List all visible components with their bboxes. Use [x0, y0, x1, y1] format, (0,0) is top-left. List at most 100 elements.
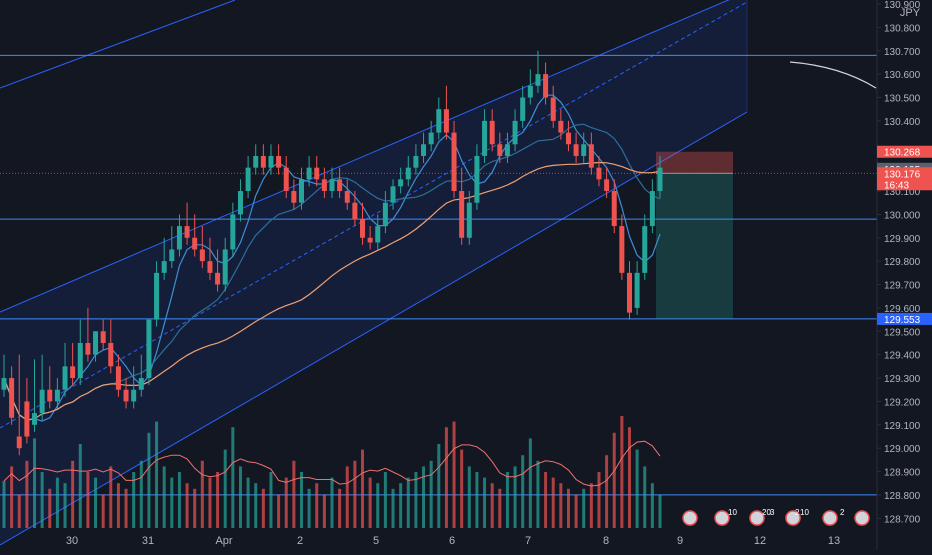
volume-bar	[200, 460, 204, 528]
candle-body	[451, 132, 457, 192]
candle-body	[657, 167, 663, 192]
candle-body	[283, 167, 289, 192]
candle-body	[16, 436, 22, 449]
volume-bar	[589, 483, 593, 528]
candle-body	[138, 378, 144, 390]
candle-body	[207, 261, 213, 273]
candle-body	[276, 155, 282, 168]
channel-lower-line[interactable]	[0, 111, 748, 546]
event-icon[interactable]	[785, 510, 801, 526]
volume-bar	[109, 466, 113, 528]
volume-ma	[3, 440, 661, 487]
volume-bar	[208, 477, 212, 528]
volume-bar	[498, 488, 502, 528]
volume-bar	[330, 477, 334, 528]
price-label: 128.900	[884, 468, 921, 479]
event-badge-count: 3	[770, 508, 775, 517]
price-label: 128.800	[884, 491, 921, 502]
price-label: 130.600	[884, 70, 921, 81]
candle-body	[459, 191, 465, 238]
candle-body	[642, 226, 648, 273]
volume-bar	[429, 460, 433, 528]
channel-upper-line[interactable]	[0, 0, 747, 313]
volume-bar	[177, 472, 181, 528]
short-position-tool[interactable]	[656, 151, 733, 319]
channel-fill	[0, 0, 747, 545]
event-icon[interactable]	[682, 510, 698, 526]
candle-body	[497, 144, 503, 156]
volume-bar	[391, 488, 395, 528]
volume-bar	[467, 466, 471, 528]
take-profit-zone[interactable]	[656, 173, 733, 319]
volume-bar	[414, 472, 418, 528]
time-label: 2	[297, 535, 303, 547]
volume-bar	[605, 455, 609, 528]
time-label: 13	[828, 535, 840, 547]
volume-bar	[376, 483, 380, 528]
volume-bar	[33, 438, 37, 528]
volume-bar	[559, 483, 563, 528]
candle-body	[604, 179, 610, 192]
event-icon[interactable]	[714, 510, 730, 526]
volume-bar	[238, 466, 242, 528]
trend-line[interactable]	[0, 0, 236, 89]
stop-loss-zone[interactable]	[656, 151, 733, 174]
time-axis[interactable]: 30 31 Apr 2 5 6 7 8 9 12 13	[66, 535, 840, 547]
price-label: 130.900	[884, 0, 921, 11]
price-marker-target[interactable]	[877, 312, 932, 325]
volume-bar	[71, 460, 75, 528]
price-marker-entry[interactable]	[877, 167, 932, 180]
candle-body	[626, 272, 632, 313]
volume-bar	[78, 444, 82, 528]
price-label: 129.900	[884, 234, 921, 245]
volume-bar	[422, 466, 426, 528]
candle-body	[611, 191, 617, 227]
volume-bar	[216, 472, 220, 528]
volume-bar	[86, 472, 90, 528]
curve-drawing[interactable]	[789, 61, 877, 89]
volume-bar	[345, 466, 349, 528]
volume-bar	[132, 472, 136, 528]
volume-bar	[643, 466, 647, 528]
price-marker-stop[interactable]	[877, 145, 932, 158]
time-label: 9	[677, 535, 683, 547]
volume-bar	[277, 494, 281, 528]
event-icon[interactable]	[749, 510, 765, 526]
volume-bar	[40, 472, 44, 528]
candle-body	[70, 366, 76, 379]
candle-body	[428, 132, 434, 145]
ma-slow-line	[3, 161, 661, 421]
volume-bar	[658, 494, 662, 528]
volume-bar	[566, 488, 570, 528]
price-marker-text: 129.553	[884, 315, 921, 326]
time-label: 31	[142, 535, 154, 547]
candle-body	[123, 389, 129, 402]
event-icon[interactable]	[854, 510, 870, 526]
event-icon[interactable]	[822, 510, 838, 526]
candle-body	[199, 249, 205, 262]
candle-body	[367, 237, 373, 243]
volume-bar	[368, 477, 372, 528]
event-badge-count: 2	[840, 508, 845, 517]
candle-body	[215, 272, 221, 285]
volume-bar	[513, 466, 517, 528]
price-axis[interactable]: 130.900 130.800 130.700 130.600 130.500 130.4…	[876, 0, 932, 550]
event-badges[interactable]: 10 20 3 2 10 2	[682, 508, 870, 526]
price-marker-timer[interactable]	[877, 178, 932, 191]
parallel-channel[interactable]	[0, 0, 877, 546]
time-label: 30	[66, 535, 78, 547]
candle-body	[1, 378, 7, 390]
candle-body	[237, 191, 243, 215]
candle-body	[253, 155, 259, 168]
candle-body	[489, 120, 495, 145]
price-label: 129.100	[884, 421, 921, 432]
volume-bar	[124, 488, 128, 528]
volume-bar	[17, 494, 21, 528]
volume-bar	[460, 449, 464, 528]
volume-bar	[284, 477, 288, 528]
volume-bar	[116, 483, 120, 528]
candle-body	[482, 120, 488, 156]
price-label: 129.300	[884, 374, 921, 385]
